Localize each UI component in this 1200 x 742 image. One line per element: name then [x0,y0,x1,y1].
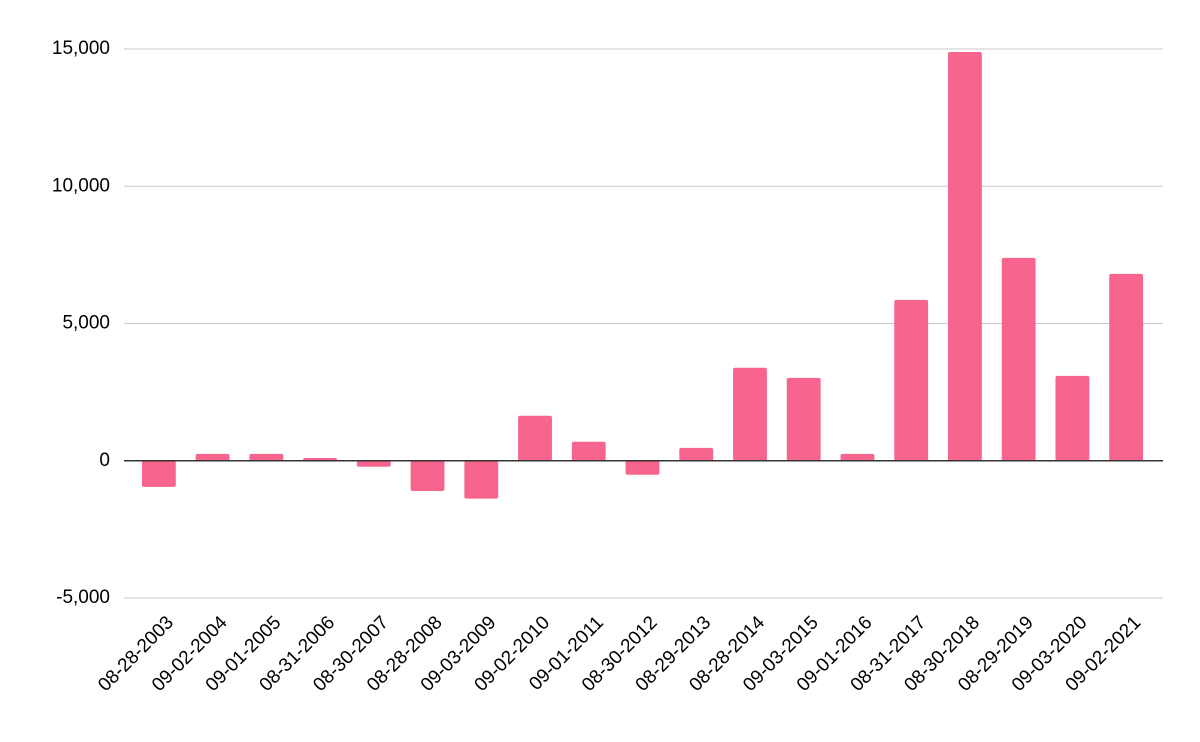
bar [786,377,821,461]
bar [249,453,284,461]
y-tick-label: 10,000 [52,175,110,196]
bar [733,367,767,461]
bar [410,460,445,491]
bar [464,460,499,499]
bar [1055,375,1090,461]
bar [894,299,929,461]
bar [195,453,230,461]
bar [840,453,875,461]
bar [571,441,606,461]
bar [1109,273,1144,461]
y-tick-label: -5,000 [56,587,110,608]
y-tick-label: 15,000 [52,38,110,59]
bar [1001,257,1036,461]
y-tick-label: 5,000 [62,313,110,334]
y-tick-label: 0 [99,450,110,471]
bar [679,447,714,461]
bar [141,460,176,487]
bar [518,415,552,461]
bar [625,460,660,475]
bar [356,460,391,467]
bar [947,52,982,461]
